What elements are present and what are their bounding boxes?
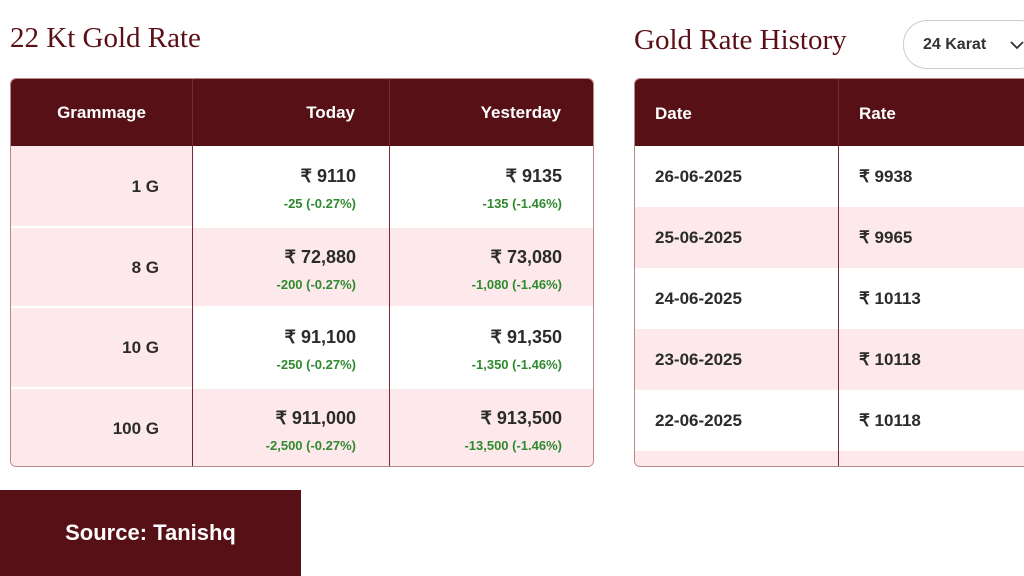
rate: ₹ 9965 bbox=[859, 228, 913, 247]
yesterday-amount: ₹ 91,350 bbox=[490, 327, 562, 347]
rate: ₹ 10118 bbox=[859, 411, 921, 430]
col-divider bbox=[192, 79, 193, 466]
col-divider bbox=[389, 79, 390, 466]
header-row bbox=[11, 79, 593, 146]
header-cell: Rate bbox=[859, 104, 896, 123]
row-divider bbox=[11, 386, 593, 389]
row-bg bbox=[635, 268, 1024, 329]
header-cell: Today bbox=[306, 103, 355, 122]
header-cell: Grammage bbox=[57, 103, 146, 122]
source-box: Source: Tanishq bbox=[0, 490, 301, 576]
row-bg bbox=[635, 146, 1024, 207]
date: 26-06-2025 bbox=[655, 167, 742, 186]
row-bg bbox=[635, 390, 1024, 451]
karat-selector[interactable]: 24 Karat bbox=[903, 20, 1024, 69]
today-change: -25 (-0.27%) bbox=[283, 196, 356, 211]
yesterday-change: -1,080 (-1.46%) bbox=[471, 276, 562, 292]
row-bg bbox=[635, 207, 1024, 268]
yesterday-change: -135 (-1.46%) bbox=[482, 196, 562, 211]
date: 22-06-2025 bbox=[655, 411, 742, 430]
yesterday-amount: ₹ 9135 bbox=[505, 166, 563, 186]
today-amount: ₹ 91,100 bbox=[284, 327, 356, 347]
grammage: 8 G bbox=[131, 257, 159, 277]
col-divider bbox=[838, 79, 839, 466]
yesterday-change: -1,350 (-1.46%) bbox=[471, 357, 562, 372]
rate: ₹ 10118 bbox=[859, 350, 921, 369]
today-amount: ₹ 9110 bbox=[300, 166, 356, 186]
header-row bbox=[635, 79, 1024, 146]
selector-label: 24 Karat bbox=[923, 36, 987, 53]
history-table: Date Rate 26-06-2025 ₹ 9938 25-06-2025 ₹ 9965… bbox=[634, 78, 1024, 467]
rate: ₹ 10113 bbox=[859, 289, 921, 308]
chevron bbox=[1010, 41, 1024, 50]
grammage-bg bbox=[11, 307, 192, 388]
row-divider bbox=[11, 225, 593, 228]
today-change: -250 (-0.27%) bbox=[276, 357, 356, 372]
grammage-bg bbox=[11, 387, 192, 466]
grammage: 1 G bbox=[131, 177, 159, 196]
grammage: 10 G bbox=[122, 338, 159, 357]
today-amount: ₹ 911,000 bbox=[275, 407, 356, 428]
row-bg bbox=[635, 451, 1024, 466]
yesterday-amount: ₹ 913,500 bbox=[480, 407, 562, 428]
grammage-bg bbox=[11, 226, 192, 307]
yesterday-change: -13,500 (-1.46%) bbox=[464, 437, 562, 453]
rate-table: Grammage Today Yesterday 1 G ₹ 9110 -25 (-0.2… bbox=[10, 78, 594, 467]
grammage-bg bbox=[11, 146, 192, 227]
row-divider bbox=[11, 306, 593, 308]
grammage: 100 G bbox=[112, 418, 159, 438]
today-amount: ₹ 72,880 bbox=[284, 246, 356, 267]
row-bg bbox=[635, 329, 1024, 390]
right-title: Gold Rate History bbox=[634, 24, 847, 56]
date: 24-06-2025 bbox=[655, 289, 742, 308]
yesterday-amount: ₹ 73,080 bbox=[490, 246, 562, 267]
header-cell: Date bbox=[655, 104, 692, 123]
rate: ₹ 9938 bbox=[859, 167, 913, 186]
date: 23-06-2025 bbox=[655, 350, 742, 369]
header-cell: Yesterday bbox=[480, 103, 561, 122]
source: Source: Tanishq bbox=[65, 520, 236, 545]
left-title: 22 Kt Gold Rate bbox=[10, 22, 201, 54]
date: 25-06-2025 bbox=[655, 228, 742, 247]
today-change: -2,500 (-0.27%) bbox=[265, 437, 356, 453]
today-change: -200 (-0.27%) bbox=[276, 276, 356, 292]
